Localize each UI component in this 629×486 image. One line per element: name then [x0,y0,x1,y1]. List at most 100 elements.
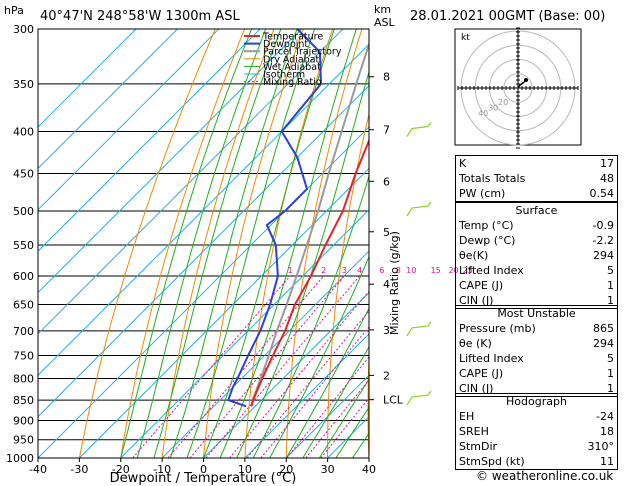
location-title: 40°47'N 248°58'W 1300m ASL [40,9,240,24]
dry-adiabat-line [161,29,275,458]
section-title-row: Most Unstable [456,306,618,322]
dry-adiabat-line [244,29,334,458]
row-value: 18 [600,425,614,438]
isotherm-line [203,291,369,458]
table-row: θe (K) 294 [456,336,618,351]
x-axis-title: Dewpoint / Temperature (°C) [110,471,297,486]
row-value: -2.2 [592,234,614,247]
mixing-ratio-line [189,275,345,458]
km-tick-label: 5 [383,226,390,239]
temperature-line [250,138,369,407]
pressure-tick-label: 850 [13,394,34,407]
isotherm-line [38,29,220,211]
x-tick-label: -10 [153,463,171,476]
row-label: StmSpd (kt) [459,455,525,468]
pressure-tick-label: 750 [13,349,34,362]
pressure-tick-label: 550 [13,239,34,252]
table-row: Dewp (°C) -2.2 [456,233,618,248]
mixing-ratio-line [132,275,291,458]
parcel-trajectory-line [250,40,369,407]
table-row: CIN (J) 1 [456,381,618,397]
mixing-ratio-label: 3 [342,266,347,275]
row-label: CIN (J) [459,294,494,307]
table-row: CIN (J) 1 [456,293,618,309]
wet-adiabat-line [153,29,282,458]
mixing-ratio-label: 4 [357,266,362,275]
isotherm-line [285,374,369,458]
table-row: Pressure (mb) 865 [456,321,618,336]
dry-adiabat-line [619,29,629,458]
pressure-tick-label: 350 [13,78,34,91]
section-title: Surface [515,204,558,217]
table-row: PW (cm) 0.54 [456,186,618,202]
row-value: 0.54 [589,187,615,200]
dewpoint-line [227,29,323,408]
km-tick-label: 4 [383,278,390,291]
legend-entry: Dewpoint [263,39,308,50]
surface-table: Surface Temp (°C) -0.9 Dewp (°C) -2.2 θe(K) 29… [455,202,618,309]
table-row: Temp (°C) -0.9 [456,218,618,233]
most-unstable-table: Most Unstable Pressure (mb) 865 θe (K) 294 Li… [455,305,618,397]
pressure-tick-label: 500 [13,205,34,218]
isotherm-line [38,29,344,335]
row-value: 1 [607,367,614,380]
pressure-tick-label: 400 [13,126,34,139]
mixing-ratio-label: 10 [406,266,416,275]
row-label: Lifted Index [459,264,524,277]
hodograph-trace [517,79,527,89]
table-row: θe(K) 294 [456,248,618,263]
wet-adiabat-line [252,174,369,458]
legend-entry: Mixing Ratio [263,77,322,88]
row-label: Totals Totals [459,172,526,185]
mixing-ratio-line [229,290,369,458]
row-label: StmDir [459,440,498,453]
table-row: CAPE (J) 1 [456,366,618,381]
section-title-row: Surface [456,203,618,219]
credit-text[interactable]: © weatheronline.co.uk [476,469,614,483]
wind-barb [406,390,432,406]
mixing-ratio-axis-title: Mixing Ratio (g/kg) [388,231,401,335]
x-tick-label: 20 [279,463,293,476]
mixing-ratio-label: 1 [288,266,293,275]
row-value: 310° [587,440,615,453]
wet-adiabat-line [120,29,253,458]
mixing-ratio-label: 25 [463,266,473,275]
x-tick-label: 10 [238,463,252,476]
pressure-tick-label: 650 [13,299,34,312]
wind-barb [406,201,432,217]
row-label: SREH [459,425,489,438]
pressure-tick-label: 1000 [6,452,34,465]
table-row: Lifted Index 5 [456,263,618,278]
km-tick-label: LCL [383,394,404,407]
dry-adiabat-line [203,29,304,458]
row-value: 294 [593,337,614,350]
x-tick-label: 40 [362,463,376,476]
pressure-tick-label: 600 [13,270,34,283]
row-value: 5 [607,352,614,365]
row-value: 1 [607,279,614,292]
isotherm-line [79,167,369,458]
wet-adiabat-line [136,29,267,458]
row-label: CAPE (J) [459,367,504,380]
x-tick-label: 0 [200,463,207,476]
isotherm-line [38,84,369,418]
row-label: Pressure (mb) [459,322,536,335]
row-value: 11 [600,455,614,468]
km-tick-label: 3 [383,324,390,337]
row-label: Dewp (°C) [459,234,516,247]
row-label: K [459,157,467,170]
x-tick-label: 30 [321,463,335,476]
mixing-ratio-label: 15 [431,266,441,275]
legend-entry: Wet Adiabat [263,62,321,73]
table-row: SREH 18 [456,424,618,439]
row-label: Lifted Index [459,352,524,365]
section-title: Hodograph [506,395,567,408]
hodograph-ring-label: 20 [498,98,508,107]
table-row: StmDir 310° [456,439,618,454]
isotherm-line [38,29,302,294]
asl-unit-label: ASL [374,16,396,29]
hodograph-ring-label: 40 [478,109,488,118]
km-tick-label: 8 [383,71,390,84]
pressure-tick-label: 450 [13,167,34,180]
